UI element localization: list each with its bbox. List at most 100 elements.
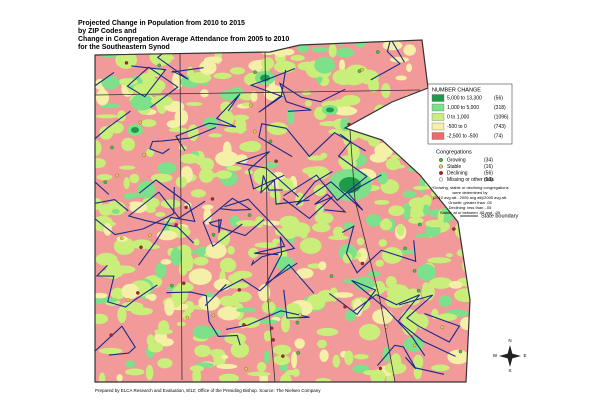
zip-area xyxy=(157,358,173,369)
zip-area xyxy=(402,202,411,220)
congregation-dot xyxy=(244,367,248,371)
zip-area xyxy=(415,127,428,140)
zip-area xyxy=(297,61,317,71)
note-line: *Growing, stable or declining congregati… xyxy=(431,185,508,190)
zip-area xyxy=(96,174,113,181)
title-block: Projected Change in Population from 2010… xyxy=(78,20,289,51)
zip-area xyxy=(115,51,138,69)
congregation-dot xyxy=(139,245,143,250)
zip-area xyxy=(272,238,280,244)
zip-area xyxy=(333,106,358,116)
zip-area xyxy=(199,60,217,75)
urban-core xyxy=(131,127,139,133)
congregation-dot xyxy=(142,153,146,157)
zip-area xyxy=(278,177,294,191)
congregation-symbol xyxy=(439,177,444,182)
zip-area xyxy=(419,89,426,106)
compass-letter: E xyxy=(523,353,526,358)
road xyxy=(352,293,456,357)
legend-swatch xyxy=(431,122,445,131)
zip-area xyxy=(95,89,110,106)
congregation-dot xyxy=(360,261,365,266)
zip-area xyxy=(95,157,106,169)
zip-area xyxy=(230,341,250,358)
zip-area xyxy=(124,194,134,200)
zip-area xyxy=(247,371,271,377)
congregation-symbol xyxy=(439,170,444,175)
zip-area xyxy=(316,327,339,337)
zip-area xyxy=(334,292,354,298)
road xyxy=(95,71,131,149)
zip-area xyxy=(390,285,397,299)
congregation-dot xyxy=(148,233,152,238)
zip-area xyxy=(193,256,209,266)
road xyxy=(249,67,296,113)
zip-area xyxy=(213,348,222,359)
zip-area xyxy=(130,94,154,111)
compass-letter: S xyxy=(508,368,511,373)
zip-area xyxy=(243,140,262,152)
legend-count: (74) xyxy=(494,133,503,139)
zip-area xyxy=(105,261,122,280)
zip-area xyxy=(422,154,434,162)
zip-area xyxy=(372,122,392,133)
zip-area xyxy=(199,168,214,183)
urban-core xyxy=(326,107,334,113)
zip-area xyxy=(279,373,292,382)
congregation-dot xyxy=(170,283,174,288)
congregation-dot xyxy=(378,366,383,371)
zip-area xyxy=(123,177,130,190)
congregation-dot xyxy=(181,281,186,286)
zip-area xyxy=(412,130,421,148)
state-boundaries xyxy=(94,51,421,383)
zip-area xyxy=(110,287,125,300)
congregation-dot xyxy=(110,145,114,150)
legend: 5,000 to 13,300 (56) 1,000 to 5,000 (318) 0 … xyxy=(431,94,509,140)
zip-area xyxy=(199,157,215,172)
legend-label: -2,500 to -500 xyxy=(447,133,478,139)
zip-area xyxy=(205,242,227,259)
zip-area xyxy=(315,377,331,382)
congregation-dot xyxy=(210,197,215,201)
zip-area xyxy=(415,314,429,330)
zip-area xyxy=(211,45,226,54)
zip-area xyxy=(374,199,390,205)
zip-area xyxy=(117,306,127,324)
zip-area xyxy=(396,223,405,236)
zip-area xyxy=(312,222,331,233)
zip-area xyxy=(452,44,470,60)
zip-area xyxy=(256,361,267,372)
road xyxy=(370,40,408,81)
zip-area xyxy=(113,237,135,255)
zip-area xyxy=(106,297,119,303)
legend-swatch xyxy=(431,113,445,121)
zip-area xyxy=(448,67,464,85)
zip-area xyxy=(337,40,344,46)
zip-area xyxy=(332,226,345,238)
zip-area xyxy=(131,239,153,249)
zip-area xyxy=(358,323,381,341)
road xyxy=(95,325,136,357)
congregation-count: (56) xyxy=(484,170,493,176)
zip-area xyxy=(95,140,102,156)
zip-area xyxy=(205,292,214,298)
congregation-dot xyxy=(157,63,161,68)
zip-area xyxy=(390,164,406,169)
zip-area xyxy=(413,354,424,370)
zip-area xyxy=(261,57,275,70)
zip-area xyxy=(318,261,327,271)
zip-area xyxy=(311,46,329,53)
zip-area xyxy=(429,277,453,289)
zip-area xyxy=(379,219,392,231)
road xyxy=(138,179,196,266)
zip-area xyxy=(125,368,145,376)
zip-area xyxy=(217,306,240,321)
congregation-dot xyxy=(252,129,257,134)
zip-area xyxy=(341,94,361,106)
zip-area xyxy=(193,238,200,246)
congregation-dot xyxy=(268,139,273,144)
zip-area xyxy=(183,300,195,314)
zip-area xyxy=(279,225,298,239)
zip-area xyxy=(152,54,175,61)
zip-area xyxy=(137,180,156,199)
